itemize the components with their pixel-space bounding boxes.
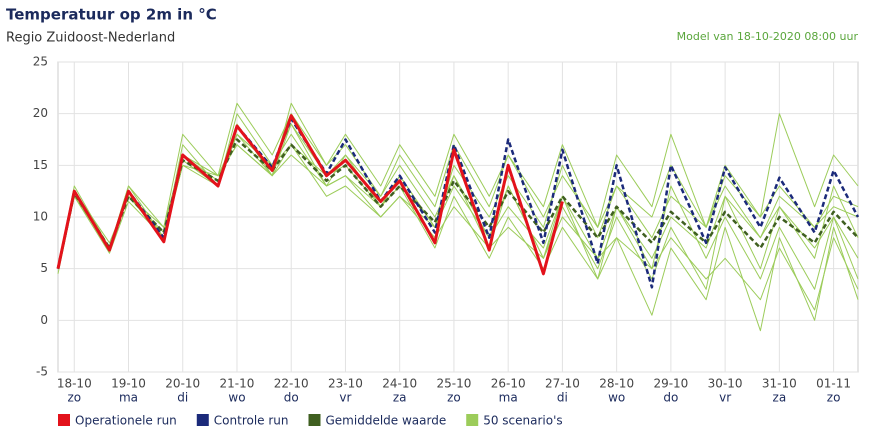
- scenario-line: [57, 133, 859, 290]
- x-tick-label: 23-10: [328, 377, 363, 391]
- legend-label: Operationele run: [75, 414, 177, 428]
- x-tick-label: 21-10: [220, 377, 255, 391]
- x-tick-weekday: di: [177, 391, 188, 405]
- legend-swatch: [308, 414, 321, 426]
- x-tick-weekday: vr: [339, 391, 351, 405]
- chart-title: Temperatuur op 2m in °C: [6, 6, 217, 24]
- x-tick-label: 19-10: [111, 377, 146, 391]
- y-tick-label: 20: [33, 106, 48, 120]
- y-tick-label: 5: [40, 261, 48, 275]
- legend-swatch: [196, 414, 209, 426]
- x-tick-label: 28-10: [599, 377, 634, 391]
- legend-label: 50 scenario's: [483, 414, 562, 428]
- x-tick-label: 30-10: [708, 377, 743, 391]
- x-tick-label: 24-10: [382, 377, 417, 391]
- x-tick-label: 29-10: [653, 377, 688, 391]
- legend-swatch: [466, 414, 479, 426]
- x-tick-weekday: zo: [67, 391, 81, 405]
- x-tick-weekday: vr: [719, 391, 731, 405]
- y-tick-label: 15: [33, 158, 48, 172]
- x-tick-weekday: di: [557, 391, 568, 405]
- legend-label: Controle run: [214, 414, 289, 428]
- legend-swatch: [58, 414, 70, 426]
- x-tick-weekday: do: [284, 391, 299, 405]
- x-tick-label: 25-10: [436, 377, 471, 391]
- x-tick-weekday: wo: [608, 391, 625, 405]
- x-tick-weekday: ma: [119, 391, 138, 405]
- x-tick-label: 01-11: [816, 377, 851, 391]
- legend-label: Gemiddelde waarde: [326, 414, 447, 428]
- x-tick-weekday: wo: [228, 391, 245, 405]
- x-tick-weekday: zo: [827, 391, 841, 405]
- y-tick-label: 10: [33, 210, 48, 224]
- x-tick-label: 31-10: [762, 377, 797, 391]
- scenario-line: [57, 113, 859, 269]
- series-line: [56, 114, 564, 276]
- chart-subtitle: Regio Zuidoost-Nederland: [6, 31, 175, 46]
- x-tick-label: 18-10: [57, 377, 92, 391]
- x-tick-label: 22-10: [274, 377, 309, 391]
- x-tick-label: 26-10: [491, 377, 526, 391]
- x-tick-weekday: zo: [447, 391, 461, 405]
- y-tick-label: -5: [36, 365, 48, 379]
- x-tick-weekday: za: [773, 391, 787, 405]
- y-tick-label: 25: [33, 55, 48, 69]
- x-tick-weekday: ma: [499, 391, 518, 405]
- model-note: Model van 18-10-2020 08:00 uur: [677, 30, 859, 43]
- x-tick-weekday: za: [393, 391, 407, 405]
- scenario-line: [57, 102, 859, 269]
- x-tick-label: 27-10: [545, 377, 580, 391]
- x-tick-label: 20-10: [165, 377, 200, 391]
- scenario-line: [57, 123, 859, 280]
- x-tick-weekday: do: [663, 391, 678, 405]
- y-tick-label: 0: [40, 313, 48, 327]
